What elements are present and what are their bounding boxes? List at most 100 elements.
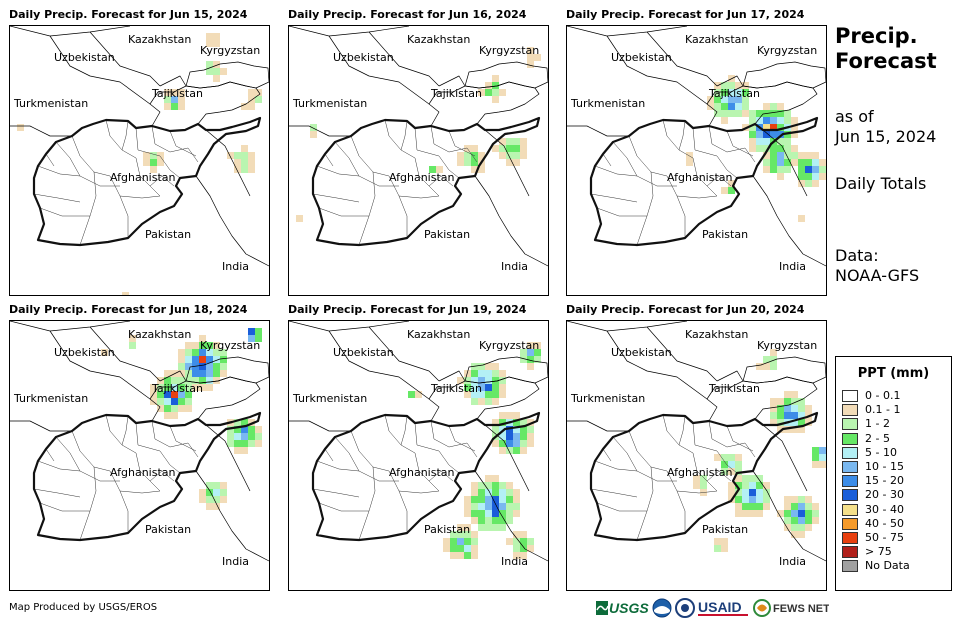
country-border	[484, 129, 530, 197]
afghanistan-border	[589, 411, 819, 542]
province-border	[676, 490, 718, 494]
province-border	[109, 470, 129, 533]
province-border	[602, 153, 612, 167]
province-border	[71, 135, 111, 177]
province-border	[708, 420, 746, 448]
country-label: Kazakhstan	[128, 328, 192, 341]
country-label: Kyrgyzstan	[757, 339, 818, 352]
province-border	[135, 452, 161, 492]
province-border	[318, 207, 369, 217]
legend-label: No Data	[865, 559, 910, 573]
country-border	[289, 125, 351, 137]
province-border	[55, 436, 81, 472]
country-border	[289, 420, 351, 432]
precip-field	[296, 47, 541, 222]
province-border	[692, 422, 718, 452]
country-border	[567, 321, 688, 332]
country-border	[10, 125, 72, 137]
province-border	[428, 470, 454, 482]
province-border	[169, 425, 197, 452]
province-border	[448, 425, 476, 452]
legend-swatch	[842, 404, 858, 417]
country-label: Afghanistan	[667, 466, 733, 479]
province-border	[414, 127, 440, 157]
country-label: Turkmenistan	[571, 97, 646, 110]
province-border	[71, 430, 111, 472]
province-border	[662, 119, 694, 159]
map-canvas	[10, 321, 269, 562]
country-label: Tajikistan	[709, 87, 760, 100]
country-label: Kyrgyzstan	[757, 44, 818, 57]
country-border	[89, 31, 161, 87]
legend-swatch	[842, 390, 858, 402]
legend-label: 30 - 40	[865, 502, 904, 516]
country-border	[289, 321, 410, 332]
country-label: Tajikistan	[431, 87, 482, 100]
country-label: Tajikistan	[152, 382, 203, 395]
country-label: Kazakhstan	[685, 328, 749, 341]
province-border	[119, 490, 161, 494]
country-border	[368, 326, 440, 382]
country-border	[10, 26, 131, 37]
province-border	[149, 175, 175, 187]
country-border	[195, 175, 269, 267]
as-of-date: Jun 15, 2024	[835, 127, 937, 146]
legend-label: 2 - 5	[865, 431, 890, 445]
province-border	[37, 460, 101, 482]
country-border	[567, 420, 629, 432]
province-border	[678, 120, 686, 151]
title-line-1: Precip.	[835, 24, 918, 48]
province-border	[384, 414, 416, 454]
province-border	[187, 147, 199, 163]
province-border	[135, 127, 161, 157]
noaa-logo	[652, 598, 672, 618]
country-label: Tajikistan	[431, 382, 482, 395]
province-border	[400, 120, 408, 151]
province-border	[135, 422, 161, 452]
legend-swatch	[842, 503, 858, 516]
legend-title: PPT (mm)	[857, 366, 930, 381]
province-border	[716, 155, 738, 179]
country-label: Afghanistan	[389, 171, 455, 184]
country-label: Pakistan	[145, 523, 192, 536]
country-label: India	[222, 260, 249, 273]
legend-label: 50 - 75	[865, 531, 904, 544]
fewsnet-text: FEWS NET	[773, 603, 829, 615]
country-label: Uzbekistan	[611, 346, 672, 359]
legend-swatch	[842, 489, 858, 502]
province-border	[692, 127, 718, 157]
country-border	[438, 75, 466, 87]
legend-label: 0 - 0.1	[865, 389, 901, 402]
forecast-map: Kazakhstan Uzbekistan Kyrgyzstan Tajikistan…	[566, 320, 827, 591]
legend-swatch	[842, 532, 858, 544]
country-label: Pakistan	[424, 523, 471, 536]
precip-field	[693, 349, 826, 552]
country-label: Kazakhstan	[128, 33, 192, 46]
legend-swatch	[842, 432, 858, 445]
country-border	[438, 370, 466, 382]
country-label: India	[779, 260, 806, 273]
province-border	[612, 141, 638, 177]
data-label: Data:	[835, 246, 879, 265]
country-label: Afghanistan	[667, 171, 733, 184]
country-label: Afghanistan	[110, 466, 176, 479]
province-border	[33, 193, 81, 203]
legend-swatch	[842, 475, 858, 488]
province-border	[636, 171, 654, 246]
usaid-text: USAID	[698, 599, 742, 615]
country-label: Uzbekistan	[333, 346, 394, 359]
legend-swatch	[842, 461, 858, 473]
data-source-block: Data: NOAA-GFS	[835, 246, 919, 286]
province-border	[45, 448, 55, 462]
afghanistan-border	[32, 116, 262, 247]
as-of-label: as of	[835, 107, 874, 126]
country-border	[606, 35, 708, 105]
province-border	[430, 420, 468, 448]
country-border	[646, 326, 718, 382]
country-label: Kyrgyzstan	[479, 339, 540, 352]
province-border	[312, 193, 360, 203]
province-border	[119, 195, 161, 199]
usgs-text: USGS	[609, 600, 649, 616]
province-border	[45, 153, 55, 167]
province-border	[39, 502, 90, 512]
